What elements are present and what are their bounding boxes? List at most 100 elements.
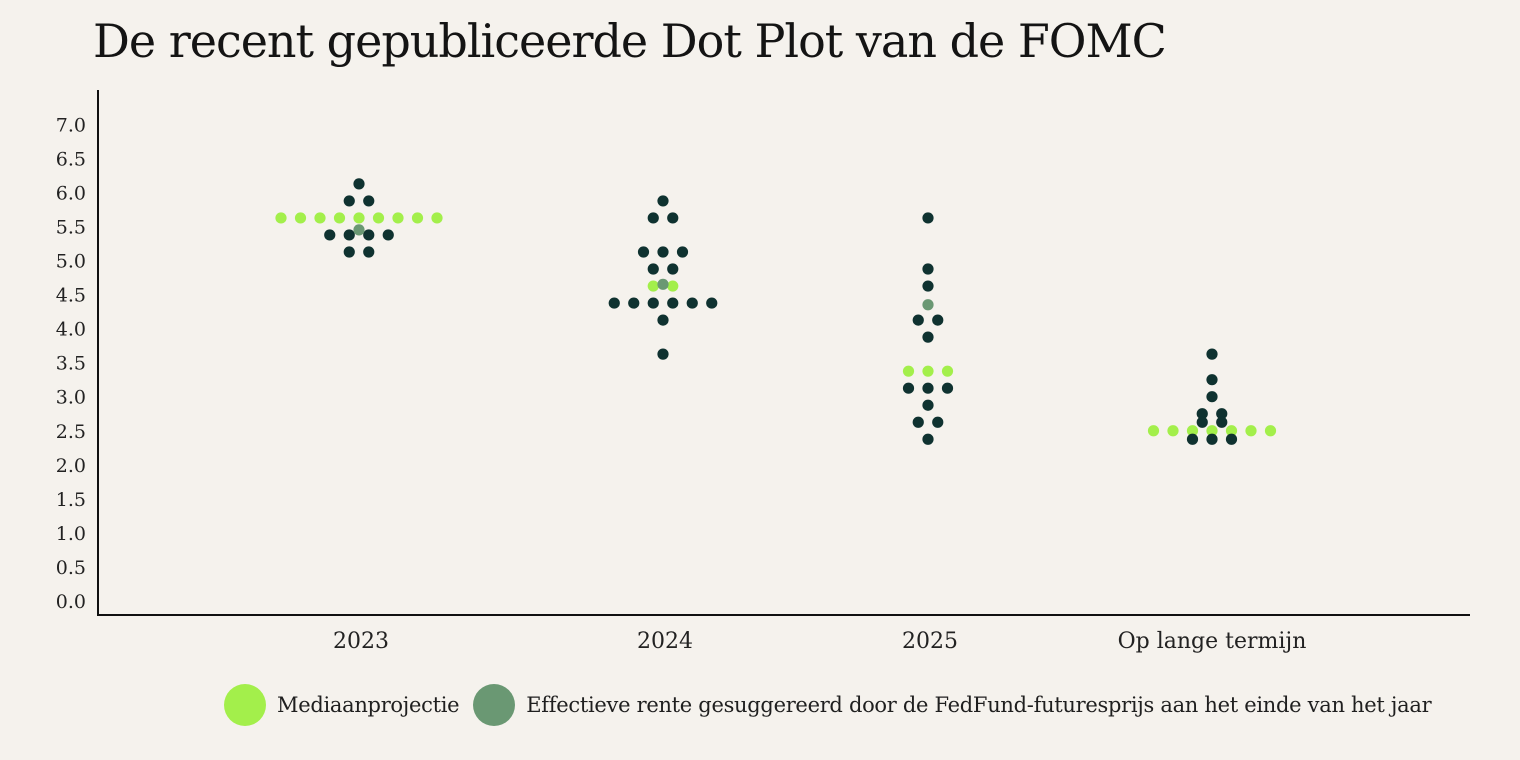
y-tick-label: 1.5	[56, 489, 86, 511]
median-dot	[1245, 425, 1257, 437]
participant-dot	[1225, 433, 1238, 445]
futures-dot	[922, 299, 934, 311]
participant-dot	[902, 382, 915, 394]
participant-dot	[922, 331, 934, 343]
median-dot	[314, 212, 326, 224]
y-tick-label: 0.0	[56, 591, 86, 613]
y-tick-label: 4.5	[56, 285, 86, 307]
participant-dot	[667, 263, 679, 275]
y-tick-label: 0.5	[56, 557, 86, 579]
median-dot	[1206, 425, 1218, 437]
participant-dot	[628, 297, 640, 309]
participant-dot	[667, 212, 679, 224]
participant-dot	[353, 178, 365, 190]
participant-dot	[363, 195, 375, 207]
legend-label-futures: Effectieve rente gesuggereerd door de Fe…	[526, 693, 1432, 717]
participant-dot	[706, 297, 718, 309]
participant-dot	[667, 297, 679, 309]
participant-dot	[922, 399, 934, 411]
y-tick-label: 2.5	[56, 421, 86, 443]
participant-dot	[1196, 416, 1208, 428]
participant-dot	[922, 382, 934, 394]
y-tick-label: 5.5	[56, 216, 86, 238]
participant-dot	[922, 433, 934, 445]
y-tick-label: 1.0	[56, 523, 86, 545]
legend-item-median: Mediaanprojectie	[224, 684, 460, 726]
participant-dot	[657, 348, 669, 360]
median-dot	[667, 280, 679, 292]
legend-swatch-futures	[473, 684, 516, 726]
x-category-label: 2025	[902, 629, 958, 654]
participant-dot	[1206, 433, 1218, 445]
median-dot	[1225, 425, 1238, 437]
y-tick-label: 3.0	[56, 387, 86, 409]
participant-dot	[922, 263, 934, 275]
futures-dot	[657, 278, 669, 290]
median-dot	[294, 212, 307, 224]
participant-dot	[343, 195, 355, 207]
legend-swatch-median	[224, 684, 266, 726]
y-tick-label: 3.5	[56, 353, 86, 375]
participant-dot	[912, 314, 924, 326]
median-dot	[1147, 425, 1160, 437]
median-dot	[431, 212, 443, 224]
participant-dot	[676, 246, 689, 258]
median-dot	[1167, 425, 1179, 437]
futures-dot	[353, 224, 365, 236]
median-dot	[902, 365, 915, 377]
participant-dot	[1206, 391, 1218, 403]
legend-item-futures: Effectieve rente gesuggereerd door de Fe…	[473, 684, 1432, 726]
y-tick-label: 6.0	[56, 182, 86, 204]
participant-dot	[324, 229, 336, 241]
participant-dot	[1196, 408, 1208, 420]
x-category-label: 2024	[637, 629, 693, 654]
x-category-label: 2023	[333, 629, 389, 654]
participant-dot	[1206, 348, 1218, 360]
participant-dot	[363, 229, 375, 241]
legend: Mediaanprojectie Effectieve rente gesugge…	[224, 684, 1445, 726]
y-tick-label: 7.0	[56, 114, 86, 136]
x-category-label: Op lange termijn	[1118, 629, 1307, 654]
participant-dot	[657, 195, 669, 207]
dot-plot-chart: 0.0 0.5 1.0 1.5 2.0 2.5 3.0 3.5 4.0 4.5 5.0 5.5 6.0 6…	[56, 90, 1470, 654]
median-dot	[353, 212, 365, 224]
participant-dot	[647, 212, 659, 224]
participant-dot	[382, 229, 394, 241]
participant-dot	[343, 229, 355, 241]
median-dot	[372, 212, 385, 224]
participant-dot	[922, 280, 934, 292]
participant-dot	[1186, 433, 1199, 445]
median-dot	[941, 365, 954, 377]
median-dot	[333, 212, 346, 224]
participant-dot	[1206, 374, 1218, 386]
participant-dot	[1216, 408, 1228, 420]
median-dot	[1186, 425, 1199, 437]
participant-dot	[657, 314, 669, 326]
participant-dot	[343, 246, 355, 258]
y-tick-label: 6.5	[56, 148, 86, 170]
participant-dot	[1216, 416, 1228, 428]
participant-dot	[647, 297, 659, 309]
participant-dot	[686, 297, 698, 309]
participant-dot	[912, 416, 924, 428]
participant-dot	[637, 246, 650, 258]
chart-title: De recent gepubliceerde Dot Plot van de …	[93, 14, 1167, 68]
y-tick-label: 4.0	[56, 319, 86, 341]
participant-dot	[941, 382, 954, 394]
median-dot	[411, 212, 424, 224]
median-dot	[275, 212, 287, 224]
participant-dot	[657, 246, 669, 258]
participant-dot	[922, 212, 934, 224]
participant-dot	[608, 297, 620, 309]
median-dot	[392, 212, 404, 224]
participant-dot	[363, 246, 375, 258]
y-tick-label: 2.0	[56, 455, 86, 477]
participant-dot	[932, 314, 944, 326]
y-tick-label: 5.0	[56, 251, 86, 273]
median-dot	[922, 365, 934, 377]
median-dot	[647, 280, 659, 292]
legend-label-median: Mediaanprojectie	[277, 693, 460, 717]
participant-dot	[647, 263, 659, 275]
participant-dot	[932, 416, 944, 428]
median-dot	[1264, 425, 1277, 437]
